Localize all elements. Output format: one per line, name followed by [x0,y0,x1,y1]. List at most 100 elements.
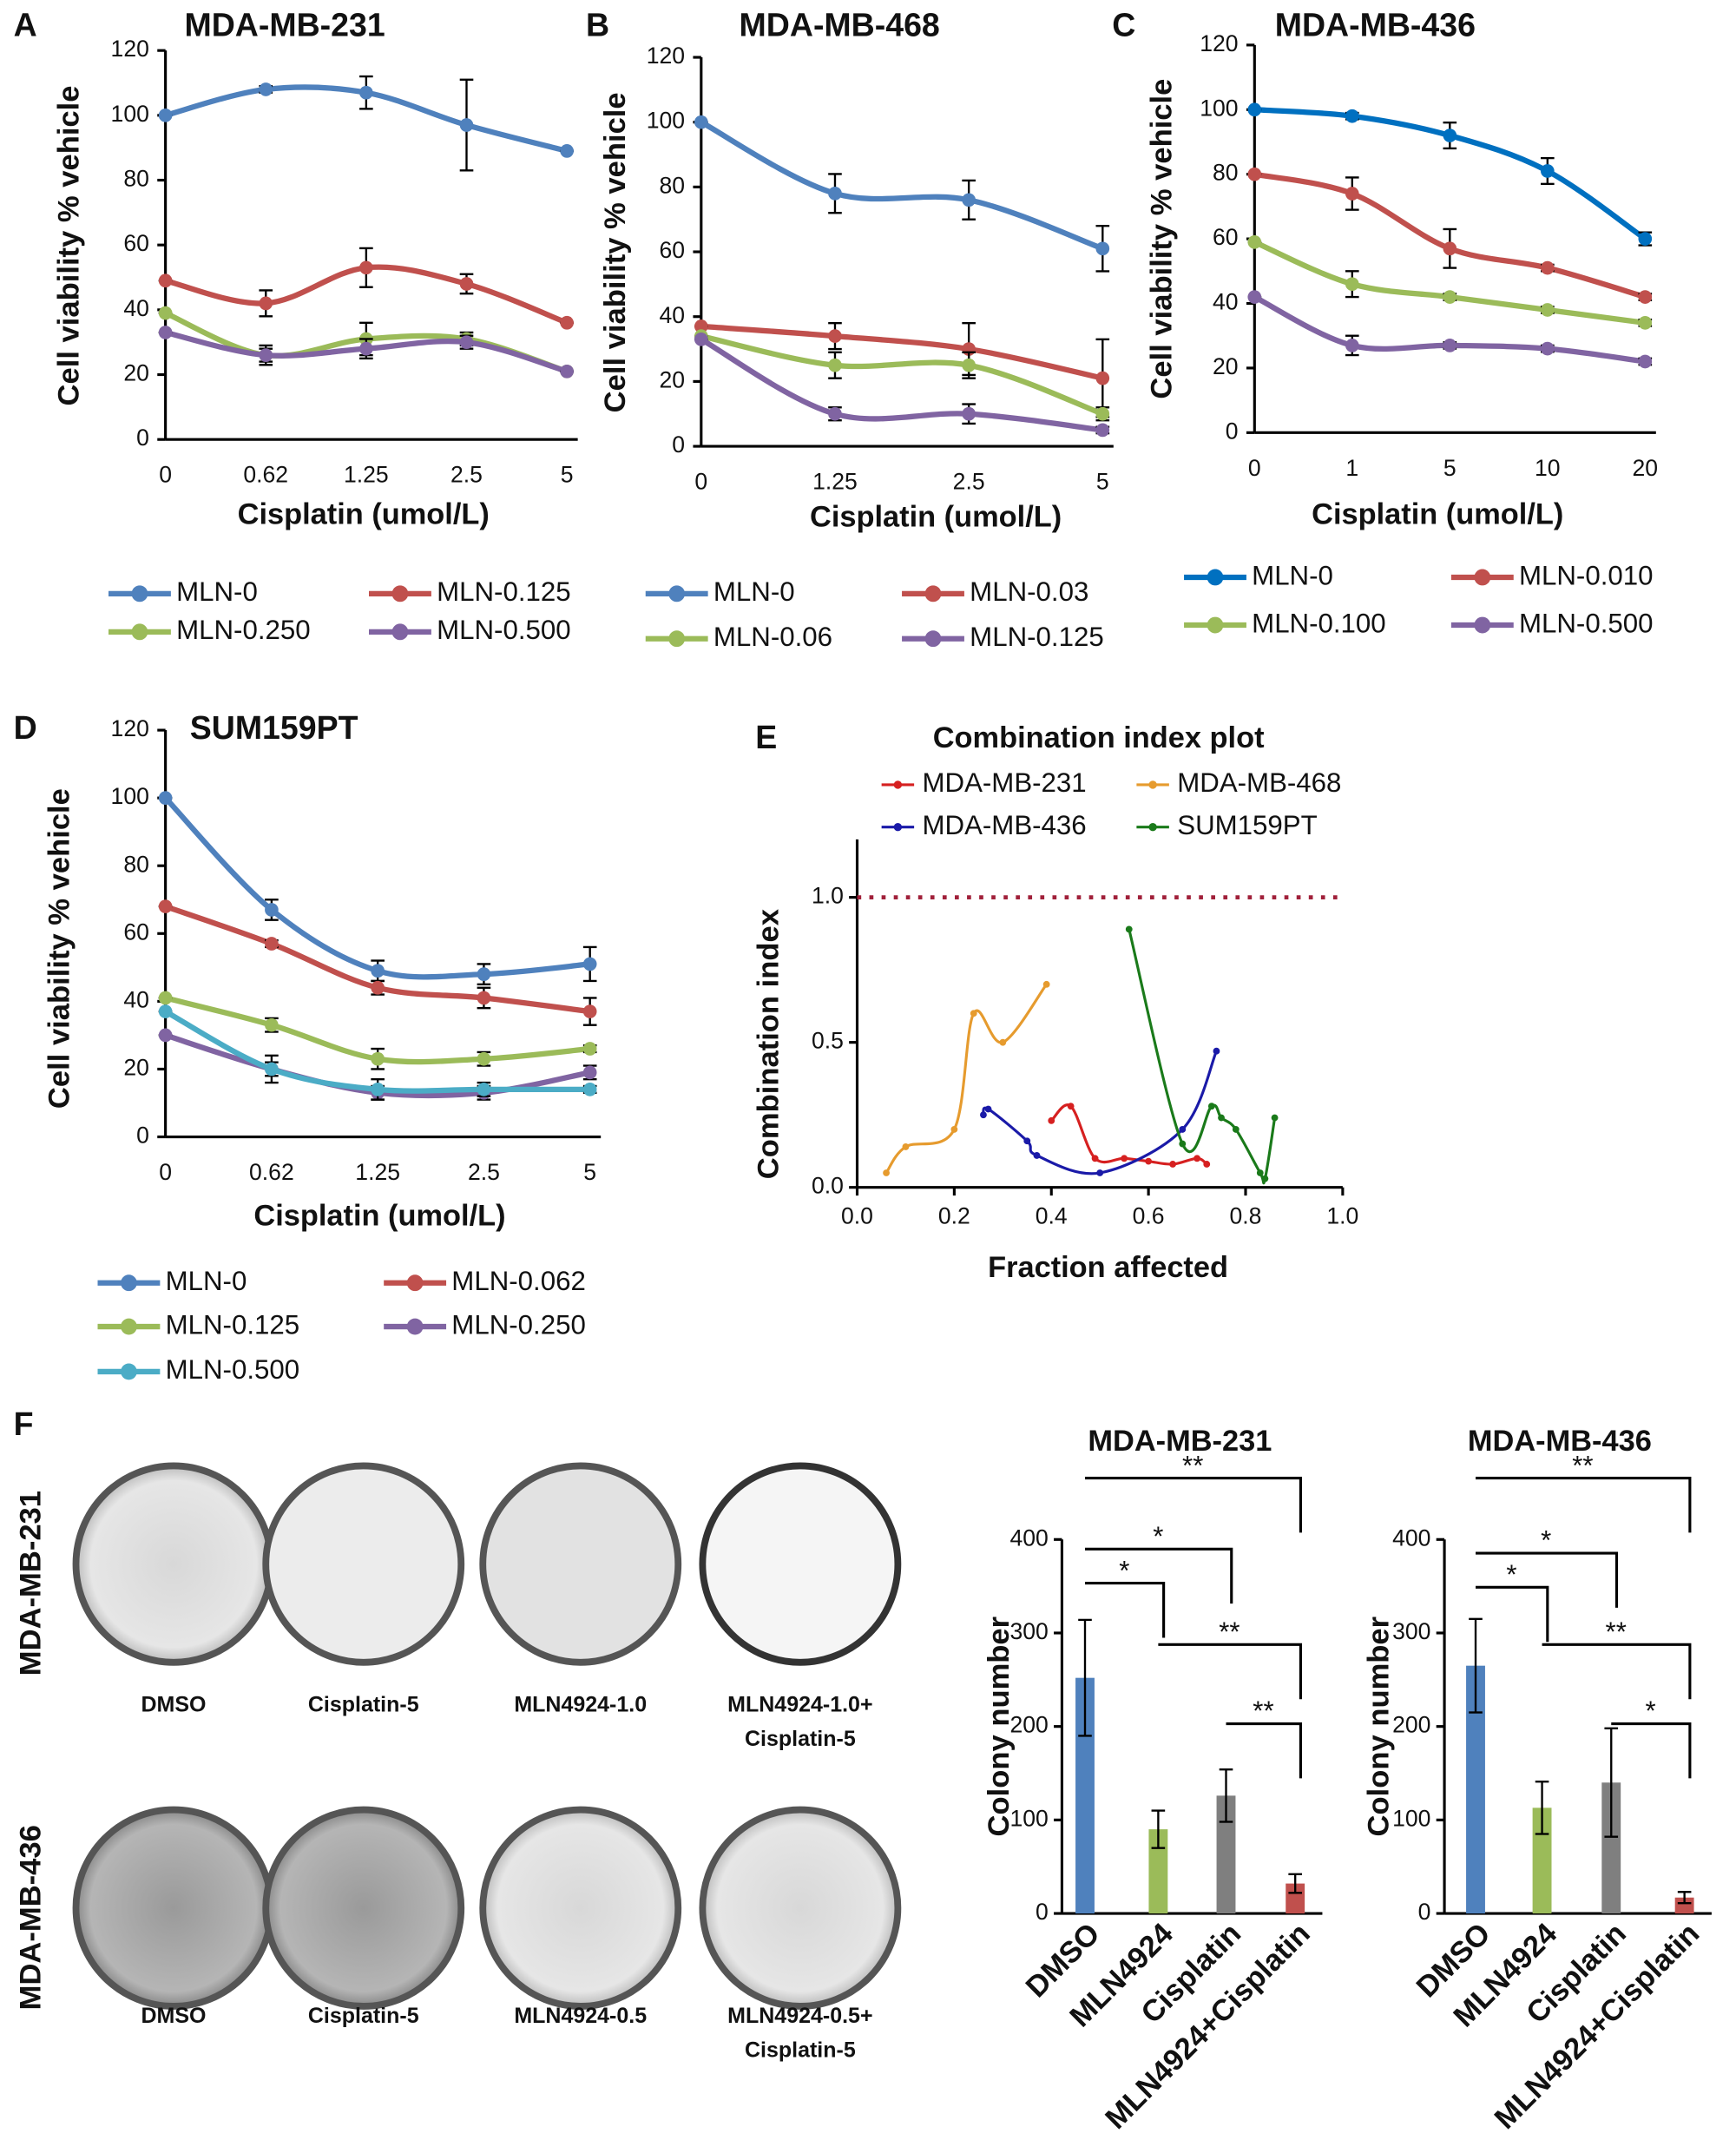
x-tick-label: 1.25 [812,468,858,494]
legend-dot [131,585,148,602]
y-tick-label: 100 [1010,1805,1049,1831]
x-axis-label: Cisplatin (umol/L) [253,1199,505,1232]
legend-dot [893,780,903,789]
point [1091,1155,1099,1162]
point [582,1065,597,1080]
series-line [700,333,1104,417]
y-tick-label: 100 [111,101,149,127]
point [1232,1125,1240,1133]
significance-bracket [1085,1547,1233,1604]
x-tick-label: 20 [1633,455,1659,481]
panel-letter: E [755,719,777,755]
legend-label: MDA-MB-468 [1177,767,1341,798]
point [265,903,279,917]
point [259,348,273,362]
chart-title: SUM159PT [190,709,358,746]
fit-line [1050,1103,1208,1166]
legend-label: MDA-MB-436 [922,810,1086,840]
y-axis-label: Cell viability % vehicle [52,85,85,405]
point [1443,290,1457,304]
x-tick-label: 0.62 [243,462,288,488]
legend-dot [406,1274,424,1292]
chart-title: MDA-MB-231 [185,6,385,43]
point [359,341,373,356]
x-tick-label: 5 [583,1159,596,1185]
point [158,108,173,122]
legend-dot [1474,616,1491,634]
y-axis-label: Combination index [753,909,786,1179]
point [1096,1169,1104,1176]
dish [72,1462,275,1666]
point [1145,1157,1153,1165]
point [560,364,574,379]
dish [262,1462,465,1666]
x-tick-label: 5 [1443,455,1457,481]
legend-dot [121,1363,137,1380]
x-tick-label: 0.8 [1230,1202,1262,1228]
y-axis-label: Cell viability % vehicle [599,92,632,412]
point [999,1038,1007,1046]
legend-label: SUM159PT [1177,810,1317,840]
y-tick-label: 0 [136,425,149,451]
point [984,1105,992,1113]
series-line [700,337,1103,433]
point [1443,339,1457,352]
legend-label: MLN-0 [1252,560,1333,590]
significance-bracket [1476,1551,1619,1608]
x-tick-label: 1.0 [1326,1202,1358,1228]
point [1121,1155,1128,1162]
y-tick-label: 100 [111,783,149,809]
legend-label: MLN-0.03 [970,576,1088,607]
x-tick-label: 0 [694,468,707,494]
point [1067,1103,1075,1110]
point [828,186,842,201]
y-tick-label: 80 [1213,160,1239,186]
legend-label: MLN-0.062 [451,1266,586,1296]
chart-title: MDA-MB-436 [1468,1425,1652,1458]
point [1095,371,1110,385]
bar [1601,1782,1621,1914]
dish-label: MLN4924-1.0+ [727,1693,872,1717]
point [1247,234,1262,249]
y-tick-label: 200 [1392,1712,1430,1738]
point [1095,423,1110,438]
point [477,967,491,982]
significance-bracket [1542,1643,1692,1700]
legend-label: MDA-MB-231 [922,767,1086,798]
point [1256,1169,1264,1176]
point [371,964,385,978]
point [1261,1175,1269,1182]
row-label: MDA-MB-436 [15,1825,48,2010]
chart-title: Combination index plot [933,721,1265,754]
point [1638,354,1653,369]
point [828,329,842,343]
point [1345,187,1359,201]
chart-title: MDA-MB-436 [1275,6,1476,43]
x-tick-label: 0.4 [1036,1202,1068,1228]
point [1213,1047,1220,1055]
point [1443,128,1457,142]
point [1541,260,1555,275]
legend-dot [893,822,903,832]
significance-label: ** [1572,1450,1593,1480]
point [158,326,173,339]
point [1095,406,1110,421]
legend-dot [121,1274,137,1292]
point [1218,1114,1225,1122]
legend-label: MLN-0.500 [437,615,571,645]
point [265,937,279,951]
series-line [164,904,591,1015]
point [560,315,574,330]
y-tick-label: 120 [111,36,149,62]
y-tick-label: 0 [1418,1899,1431,1925]
point [158,791,173,805]
legend-dot [1207,616,1224,634]
x-tick-label: 1.25 [355,1159,400,1185]
point [1247,102,1262,117]
y-tick-label: 20 [1213,353,1239,379]
y-axis-label: Cell viability % vehicle [1146,79,1179,399]
x-axis-label: Cisplatin (umol/L) [810,500,1062,533]
dish-label: DMSO [141,2004,207,2028]
y-tick-label: 200 [1010,1712,1049,1738]
point [1638,290,1653,304]
